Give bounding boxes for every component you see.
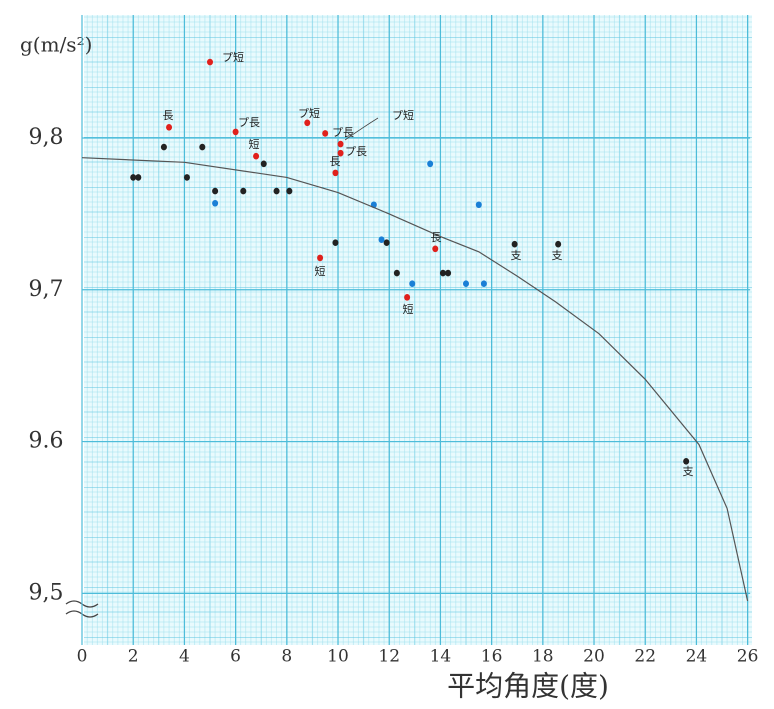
data-point: [463, 280, 469, 287]
data-point: [511, 240, 518, 248]
data-point: [240, 187, 247, 195]
data-point: [273, 187, 280, 195]
x-tick-label: 10: [327, 647, 349, 667]
data-point: [427, 160, 434, 168]
data-point: [683, 458, 690, 465]
data-point: [253, 152, 260, 160]
annotation: 短: [249, 137, 260, 151]
x-tick-label: 12: [378, 647, 400, 667]
data-point: [337, 149, 344, 157]
data-point: [393, 269, 400, 277]
data-point: [480, 280, 487, 287]
annotation: プ長: [238, 116, 260, 129]
data-point: [135, 174, 142, 181]
data-point: [260, 160, 267, 168]
data-point: [337, 140, 344, 148]
data-point: [166, 124, 173, 131]
data-point: [183, 174, 190, 181]
data-point: [322, 130, 329, 137]
data-point: [432, 245, 439, 253]
annotation: 支: [552, 249, 563, 262]
data-point: [378, 236, 385, 243]
y-axis-label: g(m/s²): [20, 33, 92, 57]
x-tick-label: 2: [128, 647, 139, 667]
x-tick-label: 0: [77, 647, 88, 667]
annotation: 支: [683, 465, 694, 478]
x-tick-label: 8: [281, 647, 292, 667]
x-tick-label: 18: [532, 647, 554, 667]
data-point: [304, 119, 311, 127]
x-tick-label: 20: [583, 647, 605, 667]
data-point: [317, 254, 324, 262]
x-tick-label: 14: [430, 647, 452, 667]
x-axis-label: 平均角度(度): [447, 670, 609, 703]
graph-paper-grid: [84, 15, 752, 645]
x-tick-label: 22: [634, 647, 656, 667]
data-point: [439, 269, 446, 277]
data-point: [232, 128, 239, 136]
y-tick-label: 9,5: [29, 580, 64, 605]
y-tick-label: 9,7: [29, 277, 64, 302]
annotation: 短: [315, 264, 326, 278]
annotation: プ長: [332, 126, 354, 139]
data-point: [286, 187, 293, 195]
annotation: 短: [403, 302, 414, 316]
data-point: [332, 169, 339, 177]
data-point: [130, 174, 137, 181]
data-point: [207, 58, 213, 66]
data-point: [409, 280, 416, 287]
data-point: [160, 143, 167, 151]
x-tick-label: 4: [179, 647, 190, 667]
data-point: [475, 201, 482, 209]
x-tick-label: 24: [686, 647, 708, 667]
data-point: [212, 187, 219, 195]
annotation: 支: [511, 249, 522, 262]
y-tick-label: 9,8: [29, 125, 64, 150]
annotation: 長: [431, 231, 442, 244]
data-point: [383, 239, 390, 247]
annotation: 長: [330, 155, 341, 168]
x-tick-label: 6: [230, 647, 241, 667]
y-tick-label: 9.6: [29, 429, 64, 454]
data-point: [555, 240, 562, 248]
leader-line: [344, 117, 379, 141]
data-point: [212, 199, 219, 207]
annotation: 長: [163, 109, 174, 122]
annotation: プ短: [298, 106, 320, 120]
data-point: [404, 294, 411, 301]
data-point: [445, 269, 452, 277]
data-point: [332, 239, 339, 247]
annotation: プ長: [345, 145, 367, 158]
annotation: プ短: [392, 108, 414, 122]
data-point: [199, 143, 206, 151]
x-tick-label: 16: [481, 647, 503, 667]
annotation: プ短: [222, 50, 244, 64]
fit-curve: [81, 157, 749, 602]
x-tick-label: 26: [737, 647, 759, 667]
